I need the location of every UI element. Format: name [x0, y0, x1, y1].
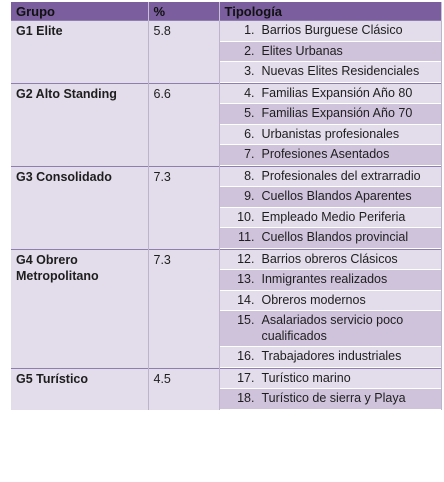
list-item: 7. Profesiones Asentados [219, 145, 441, 166]
header-group: Grupo [11, 2, 149, 21]
list-item: 5. Familias Expansión Año 70 [219, 104, 441, 125]
list-item: 6. Urbanistas profesionales [219, 124, 441, 145]
group-name: G4 Obrero Metropolitano [11, 248, 149, 368]
group-name: G1 Elite [11, 20, 149, 83]
group-pct: 7.3 [148, 248, 220, 368]
group-pct: 4.5 [148, 367, 220, 410]
list-item: 4. Familias Expansión Año 80 [219, 83, 441, 104]
group-pct: 7.3 [148, 165, 220, 249]
segmentation-table: Grupo % Tipología G1 Elite 5.8 1. Barrios… [11, 2, 442, 410]
group-row-g5: G5 Turístico 4.5 17. Turístico marino 18.… [11, 367, 442, 410]
header-row: Grupo % Tipología [11, 2, 442, 21]
list-item: 15. Asalariados servicio poco cualificado… [219, 311, 441, 347]
typology-list: 17. Turístico marino 18. Turístico de sier… [219, 367, 442, 410]
list-item: 12. Barrios obreros Clásicos [219, 249, 441, 270]
list-item: 18. Turístico de sierra y Playa [219, 389, 441, 410]
typology-list: 1. Barrios Burguese Clásico 2. Elites Urba… [219, 20, 442, 83]
list-item: 1. Barrios Burguese Clásico [219, 21, 441, 42]
list-item: 17. Turístico marino [219, 368, 441, 389]
list-item: 10. Empleado Medio Periferia [219, 207, 441, 228]
list-item: 13. Inmigrantes realizados [219, 270, 441, 291]
group-row-g4: G4 Obrero Metropolitano 7.3 12. Barrios o… [11, 248, 442, 368]
group-name: G5 Turístico [11, 367, 149, 410]
list-item: 9. Cuellos Blandos Aparentes [219, 187, 441, 208]
group-pct: 6.6 [148, 82, 220, 166]
group-pct: 5.8 [148, 20, 220, 83]
list-item: 16. Trabajadores industriales [219, 347, 441, 368]
header-typology: Tipología [219, 2, 442, 21]
group-row-g3: G3 Consolidado 7.3 8. Profesionales del e… [11, 165, 442, 249]
list-item: 14. Obreros modernos [219, 290, 441, 311]
typology-list: 8. Profesionales del extrarradio 9. Cuello… [219, 165, 442, 249]
list-item: 3. Nuevas Elites Residenciales [219, 62, 441, 83]
list-item: 8. Profesionales del extrarradio [219, 166, 441, 187]
group-name: G2 Alto Standing [11, 82, 149, 166]
list-item: 2. Elites Urbanas [219, 41, 441, 62]
list-item: 11. Cuellos Blandos provincial [219, 228, 441, 249]
typology-list: 4. Familias Expansión Año 80 5. Familias E… [219, 82, 442, 166]
group-name: G3 Consolidado [11, 165, 149, 249]
typology-list: 12. Barrios obreros Clásicos 13. Inmigrant… [219, 248, 442, 368]
group-row-g2: G2 Alto Standing 6.6 4. Familias Expansió… [11, 82, 442, 166]
header-pct: % [148, 2, 220, 21]
group-row-g1: G1 Elite 5.8 1. Barrios Burguese Clásico … [11, 20, 442, 83]
